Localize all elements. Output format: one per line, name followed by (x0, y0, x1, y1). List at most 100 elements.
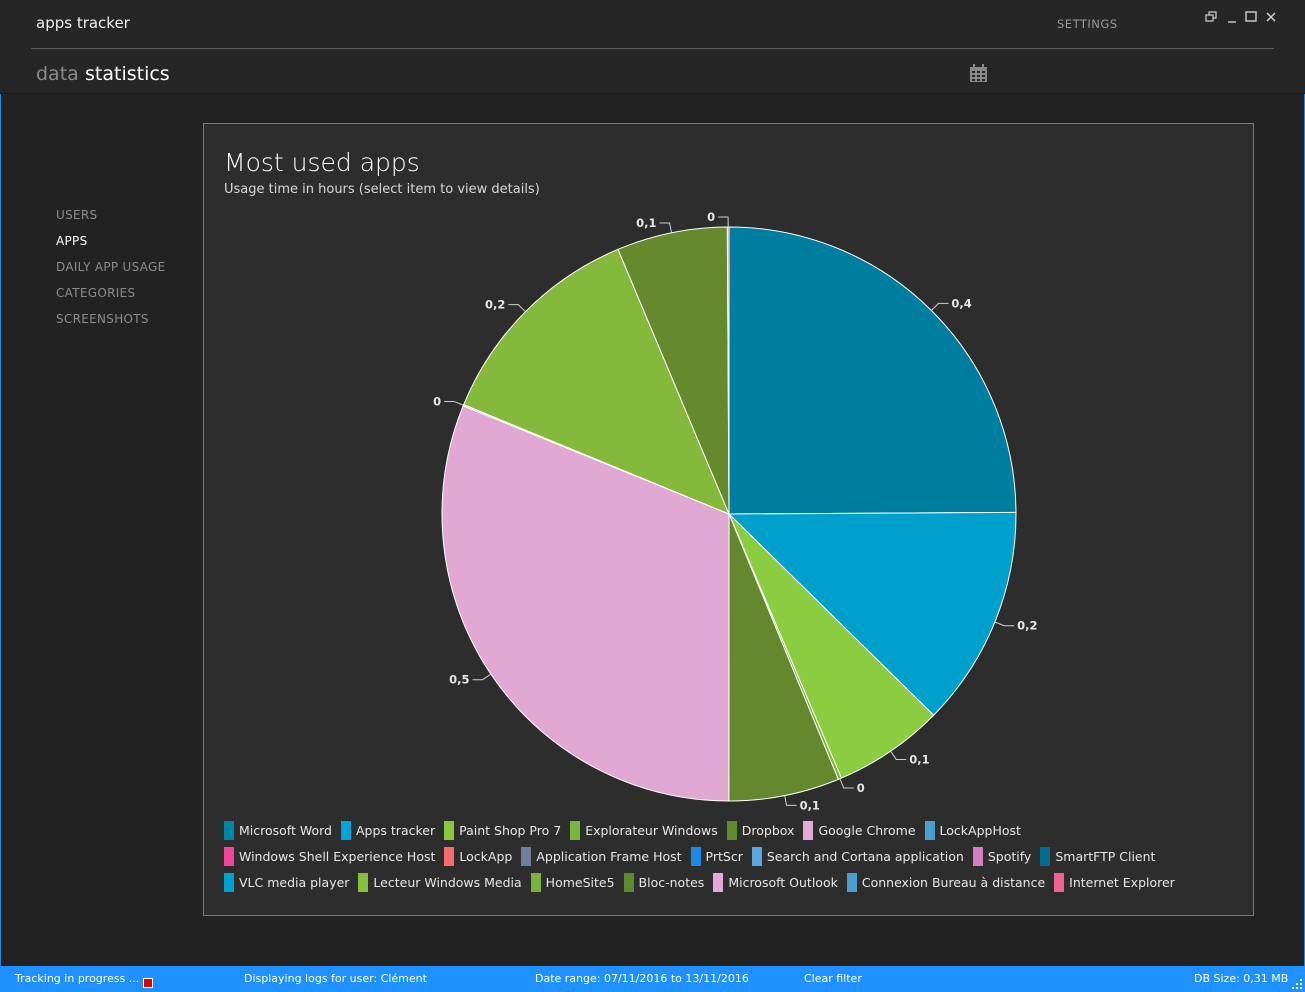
sidebar-item-categories[interactable]: CATEGORIES (56, 286, 136, 300)
legend-item-explorateur-windows[interactable]: Explorateur Windows (570, 821, 718, 846)
user-filter-text: Displaying logs for user: Clément (244, 972, 427, 985)
legend-swatch (1040, 847, 1051, 866)
pie-label-leader (718, 216, 729, 228)
db-size-text: DB Size: 0,31 MB (1194, 972, 1289, 985)
nav-data-link[interactable]: data (36, 63, 79, 85)
sidebar-item-daily-app-usage[interactable]: DAILY APP USAGE (56, 260, 166, 274)
pie-label-leader (890, 750, 907, 760)
close-icon[interactable] (1264, 10, 1278, 24)
legend-swatch (224, 821, 234, 840)
pie-data-label: 0,1 (636, 216, 656, 230)
chart-subtitle: Usage time in hours (select item to view… (224, 182, 540, 197)
legend-label: SmartFTP Client (1055, 849, 1156, 864)
legend-swatch (444, 821, 455, 840)
legend-swatch (341, 821, 351, 840)
pie-label-leader (839, 778, 854, 789)
pie-data-label: 0 (857, 781, 865, 795)
legend-item-lockapp[interactable]: LockApp (444, 847, 512, 872)
legend-label: LockApp (459, 849, 513, 864)
legend-item-apps-tracker[interactable]: Apps tracker (341, 821, 435, 846)
legend-label: Connexion Bureau à distance (861, 875, 1046, 890)
legend-item-lockapphost[interactable]: LockAppHost (924, 821, 1021, 846)
sidebar-item-users[interactable]: USERS (56, 208, 98, 222)
recording-indicator-icon[interactable] (143, 978, 154, 988)
legend-item-vlc-media-player[interactable]: VLC media player (224, 873, 349, 898)
legend-label: Lecteur Windows Media (373, 875, 522, 890)
sidebar-menu: USERS APPS DAILY APP USAGE CATEGORIES SC… (56, 207, 166, 337)
legend-item-internet-explorer[interactable]: Internet Explorer (1054, 873, 1175, 898)
pie-data-label: 0,1 (800, 798, 820, 812)
legend-item-connexion-bureau-distance[interactable]: Connexion Bureau à distance (846, 873, 1046, 898)
legend-swatch (521, 847, 532, 866)
clear-filter-link[interactable]: Clear filter (804, 972, 862, 985)
restore-icon[interactable] (1204, 10, 1218, 24)
nav-statistics-link[interactable]: statistics (85, 63, 170, 85)
legend-label: Windows Shell Experience Host (239, 849, 436, 864)
legend-label: Internet Explorer (1069, 875, 1175, 890)
header-divider (31, 48, 1274, 49)
legend-item-search-and-cortana-application[interactable]: Search and Cortana application (751, 847, 964, 872)
legend-swatch (444, 847, 455, 866)
legend-label: Google Chrome (818, 823, 916, 838)
legend-item-google-chrome[interactable]: Google Chrome (803, 821, 916, 846)
legend-label: Apps tracker (356, 823, 436, 838)
pie-slice-google-chrome[interactable] (441, 405, 730, 802)
legend-item-application-frame-host[interactable]: Application Frame Host (521, 847, 682, 872)
legend-item-prtscr[interactable]: PrtScr (690, 847, 743, 872)
legend-label: PrtScr (705, 849, 743, 864)
legend-label: Bloc-notes (638, 875, 705, 890)
legend-item-dropbox[interactable]: Dropbox (726, 821, 794, 846)
legend-item-microsoft-outlook[interactable]: Microsoft Outlook (713, 873, 838, 898)
legend-item-microsoft-word[interactable]: Microsoft Word (224, 821, 332, 846)
pie-data-label: 0,2 (485, 298, 505, 312)
pie-slice-lecteur-windows-media[interactable] (463, 248, 730, 515)
pie-data-label: 0,4 (951, 296, 971, 310)
pie-data-label: 0 (707, 210, 715, 224)
legend-label: Spotify (987, 849, 1032, 864)
pie-data-label: 0,2 (1017, 619, 1037, 633)
legend-swatch (803, 821, 814, 840)
chart-title: Most used apps (224, 148, 420, 177)
chart-legend: Microsoft Word Apps tracker Paint Shop Pro… (224, 820, 1234, 898)
legend-swatch (623, 873, 634, 892)
legend-item-windows-shell-experience-host[interactable]: Windows Shell Experience Host (224, 847, 435, 872)
legend-label: Search and Cortana application (766, 849, 964, 864)
maximize-icon[interactable] (1244, 10, 1258, 24)
pie-chart: 0,4 0,2 0,1 0 0,1 0,5 0 0,2 0,1 0 (433, 210, 1037, 812)
legend-item-homesite5[interactable]: HomeSite5 (530, 873, 615, 898)
legend-label: Microsoft Word (239, 823, 332, 838)
pie-data-label: 0 (433, 394, 441, 408)
sidebar-item-screenshots[interactable]: SCREENSHOTS (56, 312, 149, 326)
legend-label: Microsoft Outlook (728, 875, 838, 890)
app-title: apps tracker (36, 14, 130, 32)
resize-grip-icon[interactable] (1292, 979, 1302, 989)
pie-label-leader (659, 222, 673, 233)
legend-swatch (224, 873, 234, 892)
legend-label: LockAppHost (939, 823, 1021, 838)
legend-label: Application Frame Host (536, 849, 682, 864)
legend-label: VLC media player (239, 875, 350, 890)
legend-item-paint-shop-pro-7[interactable]: Paint Shop Pro 7 (444, 821, 561, 846)
legend-label: Paint Shop Pro 7 (459, 823, 562, 838)
pie-label-leader (784, 795, 797, 806)
legend-swatch (846, 873, 857, 892)
pie-slice-windows-shell-experience-host[interactable] (726, 226, 730, 515)
legend-swatch (751, 847, 762, 866)
legend-item-smartftp-client[interactable]: SmartFTP Client (1040, 847, 1155, 872)
title-bar: apps tracker SETTINGS data statistics (0, 0, 1305, 94)
pie-slice-microsoft-word[interactable] (728, 226, 1017, 515)
pie-label-leader (508, 304, 526, 313)
sidebar-item-apps[interactable]: APPS (56, 234, 88, 248)
legend-item-spotify[interactable]: Spotify (972, 847, 1032, 872)
legend-swatch (924, 821, 935, 840)
legend-label: Explorateur Windows (585, 823, 718, 838)
legend-item-bloc-notes[interactable]: Bloc-notes (623, 873, 705, 898)
minimize-icon[interactable] (1225, 10, 1239, 24)
status-bar: Tracking in progress ... Displaying logs… (0, 966, 1305, 992)
settings-link[interactable]: SETTINGS (1057, 17, 1118, 31)
legend-label: HomeSite5 (545, 875, 615, 890)
legend-swatch (690, 847, 701, 866)
calendar-icon[interactable] (969, 64, 988, 83)
legend-item-lecteur-windows-media[interactable]: Lecteur Windows Media (358, 873, 522, 898)
pie-data-label: 0,1 (909, 752, 929, 766)
